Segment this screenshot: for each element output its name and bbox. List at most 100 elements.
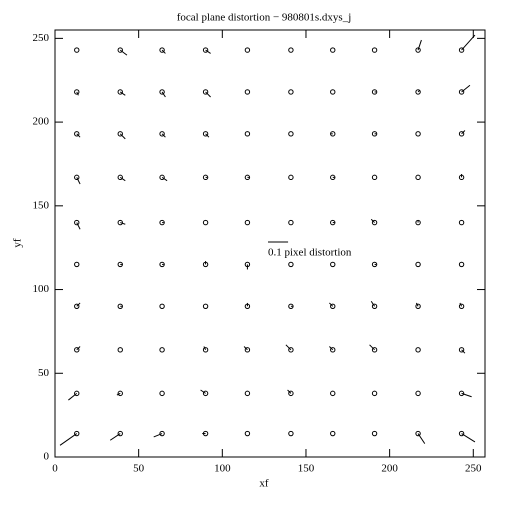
vector <box>205 133 210 138</box>
point <box>415 174 421 181</box>
vector <box>153 433 163 438</box>
point <box>458 131 465 137</box>
point <box>159 219 165 226</box>
point <box>74 390 80 397</box>
point <box>288 261 294 268</box>
vector <box>76 302 81 307</box>
point <box>74 303 80 309</box>
vector <box>461 84 471 93</box>
point <box>371 219 378 226</box>
vector <box>68 392 78 401</box>
x-tick-label: 50 <box>133 463 145 475</box>
y-tick-label: 150 <box>33 199 50 211</box>
vector <box>417 39 422 51</box>
point <box>244 89 251 95</box>
vector <box>119 176 126 182</box>
point <box>371 261 378 268</box>
point <box>458 261 465 268</box>
point <box>458 219 465 226</box>
point <box>117 430 123 437</box>
y-tick-label: 250 <box>33 32 50 44</box>
point <box>74 47 80 53</box>
point <box>288 174 294 181</box>
point <box>371 174 378 181</box>
vector <box>329 346 334 351</box>
point <box>117 303 123 309</box>
point <box>117 131 123 137</box>
point <box>330 430 336 437</box>
vector <box>109 433 121 441</box>
chart-title: focal plane distortion − 980801s.dxys_j <box>177 12 352 24</box>
point <box>288 347 294 353</box>
key-label: 0.1 pixel distortion <box>268 247 352 259</box>
point <box>74 430 80 437</box>
point <box>288 303 294 309</box>
x-axis-label: xf <box>259 478 269 490</box>
point <box>159 347 165 353</box>
point <box>458 430 465 437</box>
vector <box>329 302 334 307</box>
point <box>371 89 378 95</box>
point <box>159 303 165 309</box>
point <box>202 390 209 397</box>
vector <box>461 349 466 354</box>
x-tick-label: 0 <box>52 463 58 475</box>
vector <box>161 91 166 98</box>
vector <box>369 344 375 351</box>
point <box>415 303 421 309</box>
point <box>415 131 421 137</box>
point <box>288 219 294 226</box>
point <box>202 347 209 353</box>
point <box>458 303 465 309</box>
vector <box>76 346 81 351</box>
point <box>244 390 251 397</box>
point <box>458 47 465 53</box>
point <box>244 347 251 353</box>
x-tick-label: 100 <box>214 463 231 475</box>
vector <box>461 392 472 398</box>
vector <box>119 49 128 56</box>
y-tick-label: 50 <box>38 367 50 379</box>
point <box>159 390 165 397</box>
vector <box>120 222 126 225</box>
vector <box>370 218 375 223</box>
x-tick-label: 150 <box>298 463 315 475</box>
point <box>415 89 421 95</box>
point <box>202 303 209 309</box>
point <box>330 47 336 53</box>
point <box>288 390 294 397</box>
point <box>202 219 209 226</box>
point <box>117 219 123 226</box>
point <box>117 347 123 353</box>
x-tick-label: 200 <box>381 463 398 475</box>
point <box>202 174 209 181</box>
y-tick-label: 100 <box>33 283 50 295</box>
point <box>415 390 421 397</box>
point <box>458 89 465 95</box>
point <box>330 219 336 226</box>
x-tick-label: 250 <box>465 463 482 475</box>
point <box>159 261 165 268</box>
point <box>458 390 465 397</box>
vector <box>370 300 375 307</box>
vector <box>203 346 207 351</box>
point <box>244 219 251 226</box>
vector <box>205 49 211 54</box>
point <box>202 89 209 95</box>
point <box>244 430 251 437</box>
point <box>330 261 336 268</box>
point <box>330 174 336 181</box>
point <box>371 131 378 137</box>
plot-frame <box>54 29 486 458</box>
vector <box>285 344 292 351</box>
point <box>415 430 421 437</box>
vector <box>205 91 211 98</box>
vector <box>76 222 81 230</box>
vector <box>200 389 206 394</box>
point <box>202 131 209 137</box>
point <box>415 219 421 226</box>
point <box>330 89 336 95</box>
point <box>458 347 465 353</box>
vector <box>415 302 419 307</box>
